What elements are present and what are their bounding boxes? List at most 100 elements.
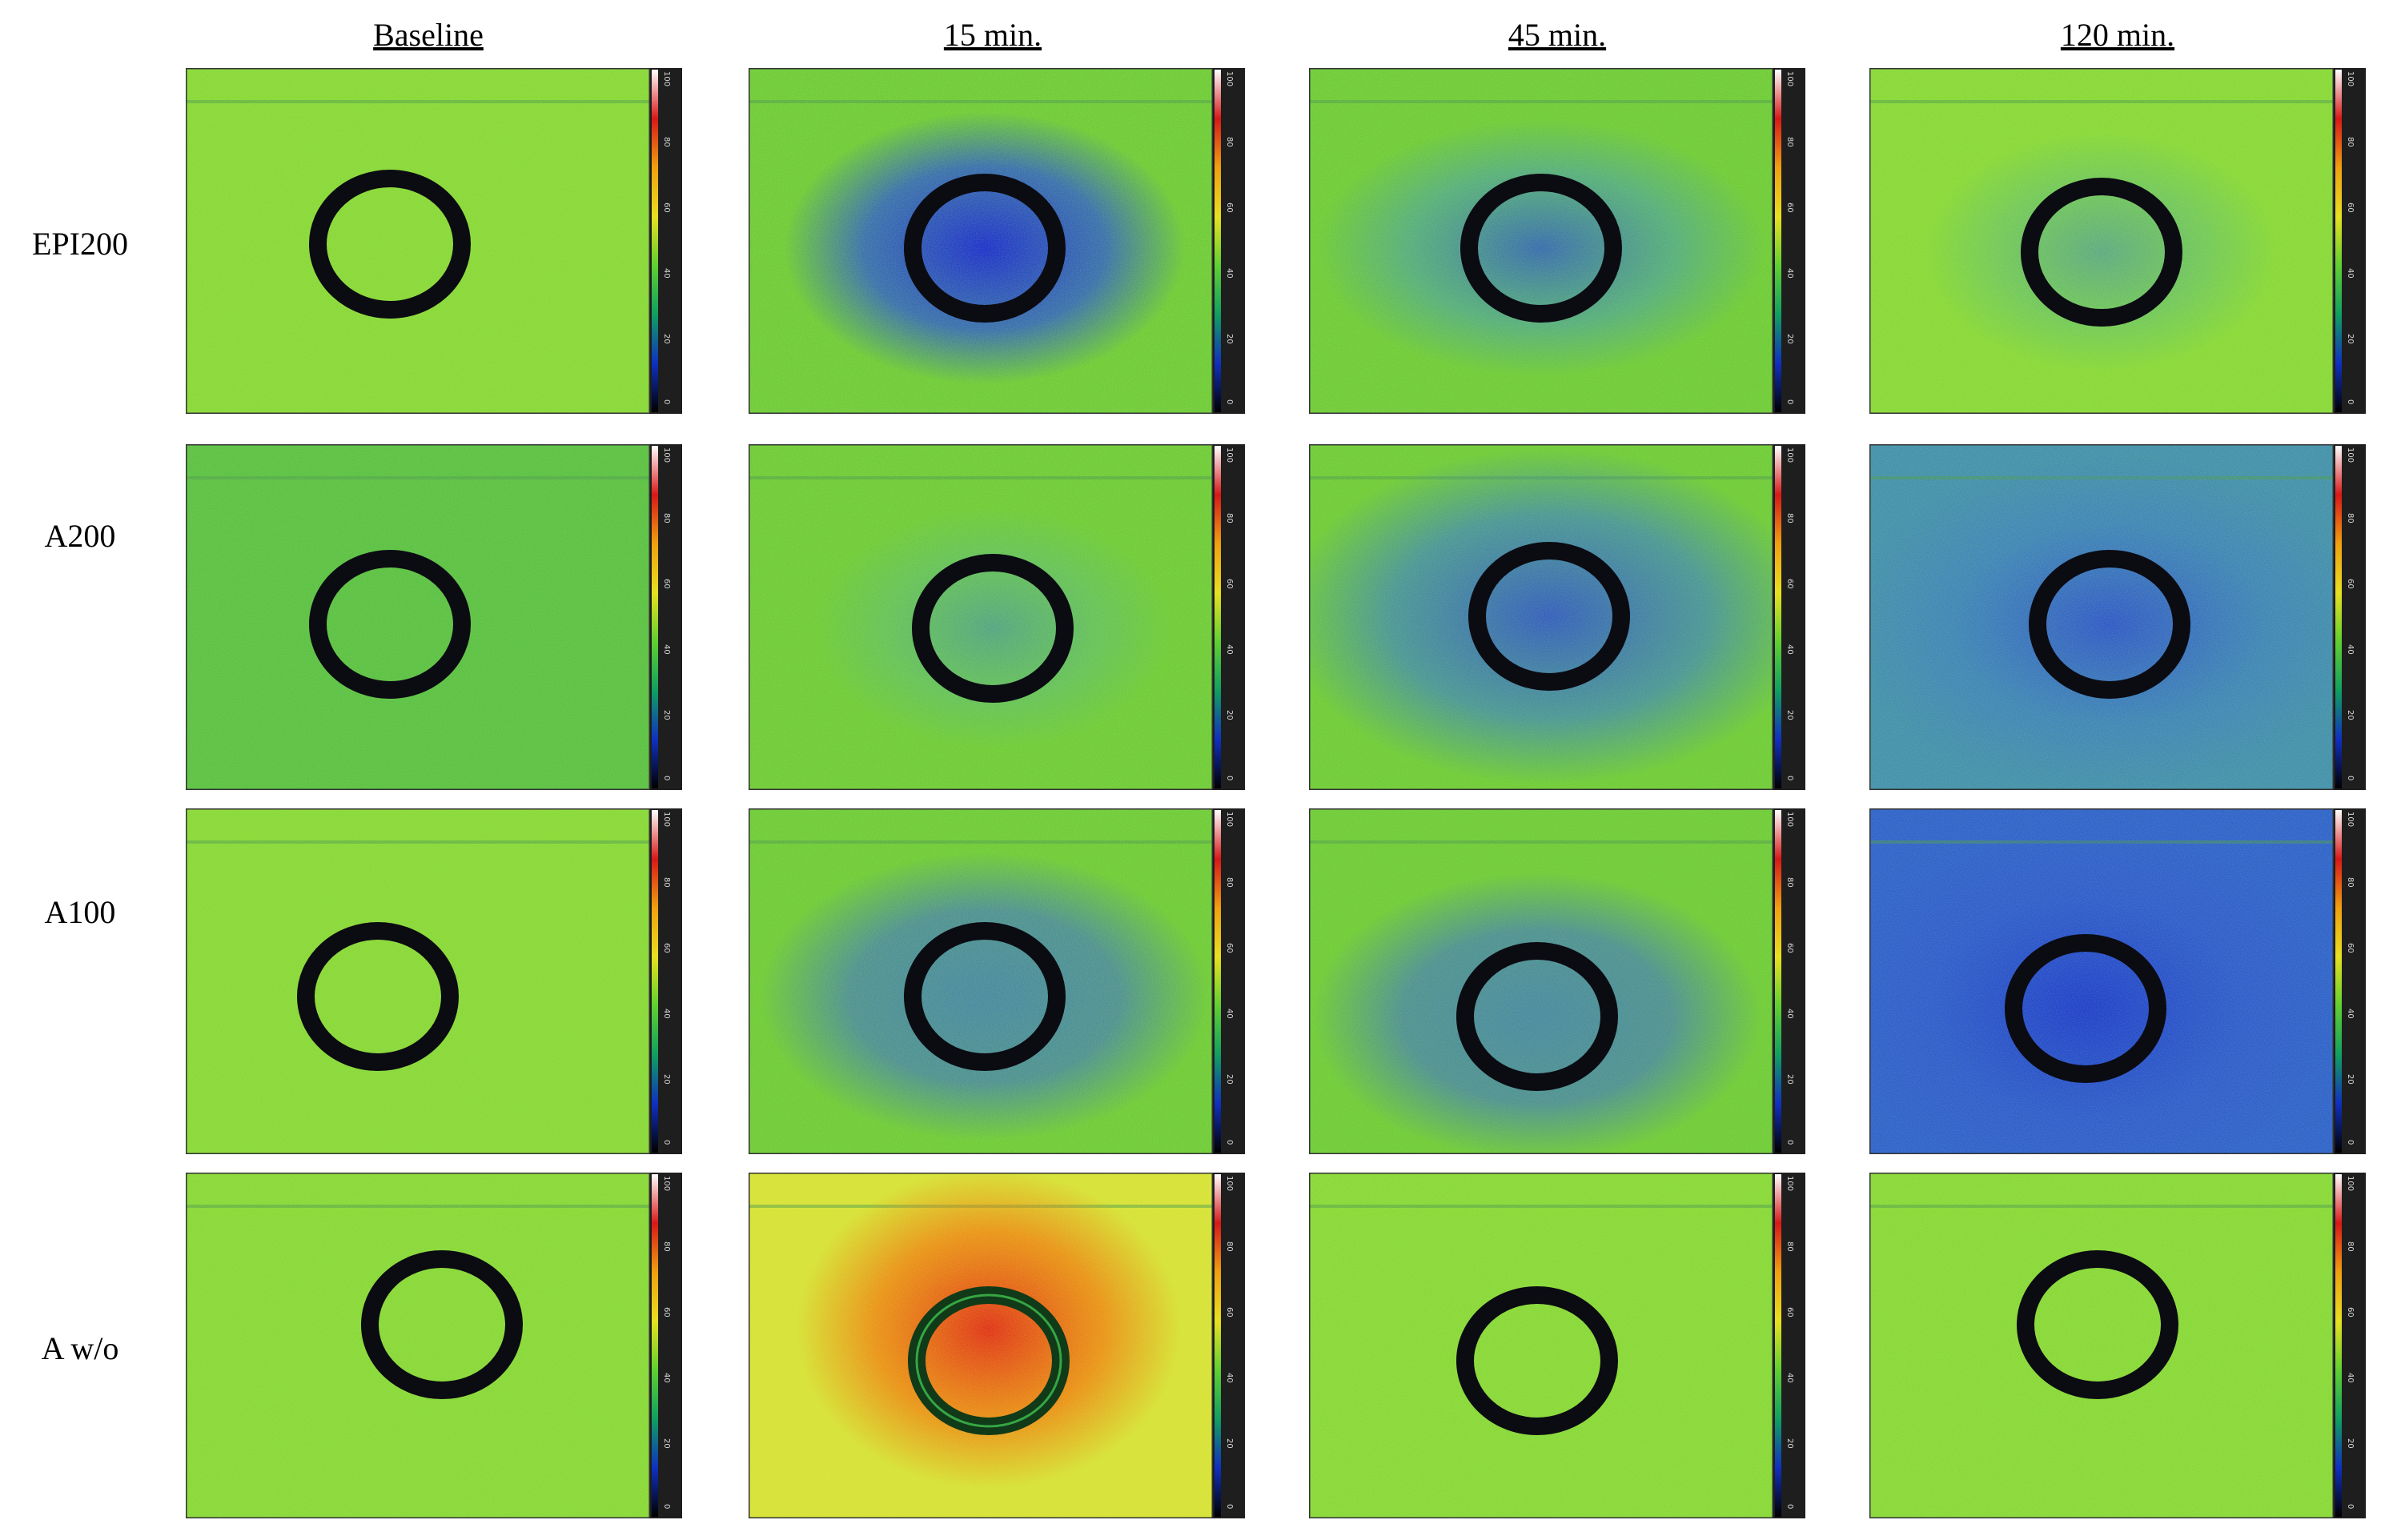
colorbar-tick-label: 80 (1225, 877, 1234, 888)
colorbar-tick-label: 20 (2346, 334, 2355, 344)
colorbar (1215, 70, 1221, 412)
colorbar-tick-label: 40 (662, 268, 671, 279)
colorbar-tick-label: 40 (2346, 268, 2355, 279)
colorbar (2335, 446, 2342, 788)
colorbar-tick-label: 20 (1225, 1074, 1234, 1085)
column-header-15-min: 15 min. (943, 17, 1042, 53)
thermal-panel: 100 80 60 40 20 0 (749, 1173, 1245, 1518)
colorbar-tick-label: 100 (1785, 812, 1794, 828)
colorbar-tick-label: 60 (1225, 943, 1234, 953)
colorbar-tick-label: 20 (662, 710, 671, 720)
colorbar-tick-label: 0 (662, 399, 671, 405)
thermal-image (1309, 68, 1805, 414)
colorbar (652, 446, 658, 788)
colorbar-tick-label: 100 (1225, 812, 1234, 828)
colorbar-tick-label: 0 (2346, 399, 2355, 405)
colorbar-tick-label: 40 (2346, 1009, 2355, 1019)
thermal-image (186, 808, 682, 1154)
colorbar-tick-label: 20 (2346, 1438, 2355, 1449)
colorbar-tick-label: 20 (2346, 710, 2355, 720)
colorbar-tick-label: 80 (662, 877, 671, 888)
colorbar (1775, 1174, 1781, 1517)
colorbar-tick-label: 100 (662, 447, 671, 463)
colorbar (2335, 1174, 2342, 1517)
thermal-panel: 100 80 60 40 20 0 (1869, 444, 2366, 790)
thermal-panel: 100 80 60 40 20 0 (186, 808, 682, 1154)
thermal-image (1309, 808, 1805, 1154)
thermal-image (1869, 1173, 2366, 1518)
colorbar-tick-label: 0 (1785, 776, 1794, 781)
colorbar-tick-label: 100 (1785, 1176, 1794, 1192)
colorbar-tick-label: 60 (2346, 579, 2355, 589)
colorbar-tick-label: 80 (2346, 137, 2355, 147)
colorbar-tick-label: 100 (1785, 447, 1794, 463)
colorbar-tick-label: 40 (1225, 1009, 1234, 1019)
column-header-baseline: Baseline (373, 17, 484, 53)
thermal-image (186, 68, 682, 414)
colorbar-tick-label: 80 (1785, 1241, 1794, 1252)
thermal-image (749, 1173, 1245, 1518)
colorbar-tick-label: 40 (1785, 268, 1794, 279)
column-header-45-min: 45 min. (1508, 17, 1607, 53)
colorbar-tick-label: 60 (2346, 943, 2355, 953)
colorbar-tick-label: 60 (2346, 203, 2355, 213)
thermal-image (186, 444, 682, 790)
colorbar-tick-label: 100 (2346, 71, 2355, 87)
colorbar-tick-label: 60 (1785, 203, 1794, 213)
colorbar (2335, 70, 2342, 412)
colorbar-tick-label: 60 (1225, 579, 1234, 589)
colorbar-tick-label: 0 (1225, 1140, 1234, 1145)
thermal-panel: 100 80 60 40 20 0 (1309, 808, 1805, 1154)
ring-marker (912, 554, 1074, 703)
ring-marker (361, 1250, 523, 1399)
colorbar (1775, 70, 1781, 412)
colorbar-tick-label: 80 (1785, 877, 1794, 888)
row-label-a-wo: A w/o (41, 1330, 119, 1366)
colorbar-tick-label: 100 (662, 71, 671, 87)
colorbar-tick-label: 40 (1225, 644, 1234, 655)
thermal-image (749, 68, 1245, 414)
colorbar-tick-label: 0 (662, 1140, 671, 1145)
colorbar (1775, 810, 1781, 1153)
colorbar-tick-label: 60 (1785, 943, 1794, 953)
colorbar-tick-label: 40 (1785, 1373, 1794, 1383)
colorbar-tick-label: 80 (662, 1241, 671, 1252)
colorbar-tick-label: 0 (2346, 1504, 2355, 1510)
colorbar (652, 810, 658, 1153)
colorbar (1215, 810, 1221, 1153)
colorbar (1215, 446, 1221, 788)
row-label-a200: A200 (44, 518, 116, 554)
colorbar-tick-label: 0 (1785, 1504, 1794, 1510)
ring-marker (1456, 942, 1618, 1091)
colorbar-tick-label: 0 (1225, 1504, 1234, 1510)
colorbar-tick-label: 0 (2346, 1140, 2355, 1145)
thermal-image (1869, 68, 2366, 414)
colorbar-tick-label: 20 (1785, 334, 1794, 344)
ring-marker (904, 922, 1066, 1071)
thermal-image (1309, 444, 1805, 790)
row-label-epi200: EPI200 (32, 226, 128, 262)
colorbar-tick-label: 60 (1785, 579, 1794, 589)
colorbar-tick-label: 80 (2346, 513, 2355, 523)
thermal-panel: 100 80 60 40 20 0 (1309, 68, 1805, 414)
thermal-panel: 100 80 60 40 20 0 (1869, 1173, 2366, 1518)
thermal-panel: 100 80 60 40 20 0 (186, 1173, 682, 1518)
colorbar-tick-label: 0 (1225, 776, 1234, 781)
colorbar-tick-label: 100 (1225, 71, 1234, 87)
colorbar-tick-label: 40 (2346, 644, 2355, 655)
ring-marker (2021, 178, 2182, 327)
thermal-image (1869, 808, 2366, 1154)
colorbar-tick-label: 0 (662, 1504, 671, 1510)
colorbar (1215, 1174, 1221, 1517)
colorbar-tick-label: 100 (2346, 447, 2355, 463)
colorbar-tick-label: 100 (1225, 447, 1234, 463)
colorbar-tick-label: 80 (1785, 137, 1794, 147)
colorbar-tick-label: 100 (1785, 71, 1794, 87)
colorbar-tick-label: 100 (2346, 812, 2355, 828)
ring-marker (309, 170, 471, 319)
colorbar-tick-label: 80 (1225, 513, 1234, 523)
colorbar (1775, 446, 1781, 788)
thermal-panel: 100 80 60 40 20 0 (186, 444, 682, 790)
colorbar-tick-label: 100 (662, 812, 671, 828)
thermal-panel: 100 80 60 40 20 0 (1309, 444, 1805, 790)
